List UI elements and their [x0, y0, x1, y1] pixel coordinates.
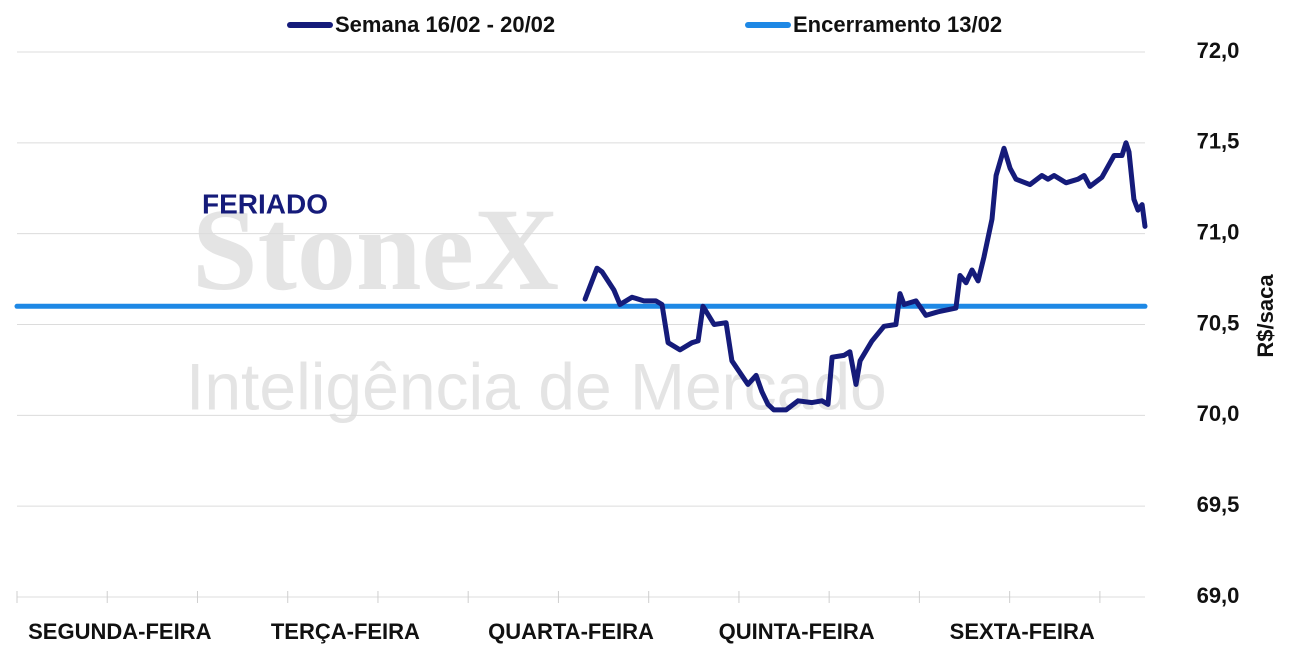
- y-tick-label: 70,0: [1197, 401, 1240, 426]
- y-tick-label: 71,0: [1197, 219, 1240, 244]
- y-tick-label: 69,0: [1197, 583, 1240, 608]
- y-axis-label: R$/saca: [1253, 274, 1278, 358]
- y-tick-label: 72,0: [1197, 38, 1240, 63]
- legend-label: Semana 16/02 - 20/02: [335, 12, 555, 37]
- x-category-label: QUINTA-FEIRA: [719, 619, 875, 644]
- x-category-label: TERÇA-FEIRA: [271, 619, 420, 644]
- watermark: Inteligência de Mercado: [186, 349, 887, 423]
- x-category-label: SEGUNDA-FEIRA: [28, 619, 211, 644]
- y-tick-label: 71,5: [1197, 129, 1240, 154]
- legend-label: Encerramento 13/02: [793, 12, 1002, 37]
- x-category-label: QUARTA-FEIRA: [488, 619, 654, 644]
- y-tick-label: 69,5: [1197, 492, 1240, 517]
- annotation: FERIADO: [202, 188, 328, 219]
- y-tick-label: 70,5: [1197, 310, 1240, 335]
- watermark: StoneX: [192, 184, 559, 315]
- series-line: [582, 140, 1148, 413]
- x-category-label: SEXTA-FEIRA: [950, 619, 1095, 644]
